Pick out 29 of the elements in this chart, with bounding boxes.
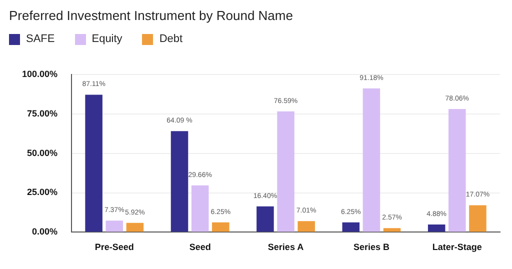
- bar: [277, 111, 294, 232]
- legend-label: Equity: [90, 33, 122, 45]
- bar: [170, 131, 188, 232]
- legend-label: SAFE: [25, 33, 55, 45]
- x-tick-label: Later-Stage: [432, 242, 482, 252]
- bar: [298, 221, 315, 232]
- bar: [342, 222, 360, 232]
- bar: [212, 222, 230, 232]
- bar: [469, 205, 486, 232]
- legend-label: Debt: [158, 33, 183, 45]
- bar: [383, 228, 401, 232]
- x-tick-label: Series A: [268, 242, 304, 252]
- y-tick-label: 25.00%: [27, 187, 58, 198]
- bar: [106, 220, 124, 232]
- y-tick-label: 0.00%: [32, 226, 58, 237]
- bar: [256, 206, 274, 232]
- chart-title: Preferred Investment Instrument by Round Name: [9, 8, 293, 23]
- x-tick-label: Series B: [353, 242, 390, 252]
- bar: [428, 224, 446, 232]
- y-tick-label: 100.00%: [22, 68, 58, 79]
- x-tick-label: Pre-Seed: [94, 242, 134, 252]
- x-tick-label: Seed: [189, 242, 211, 252]
- bar: [126, 222, 144, 232]
- y-tick-label: 75.00%: [27, 108, 58, 118]
- bar: [362, 88, 380, 232]
- bar: [85, 94, 102, 232]
- y-tick-label: 50.00%: [27, 148, 58, 158]
- bar: [448, 109, 466, 232]
- bar: [191, 185, 209, 232]
